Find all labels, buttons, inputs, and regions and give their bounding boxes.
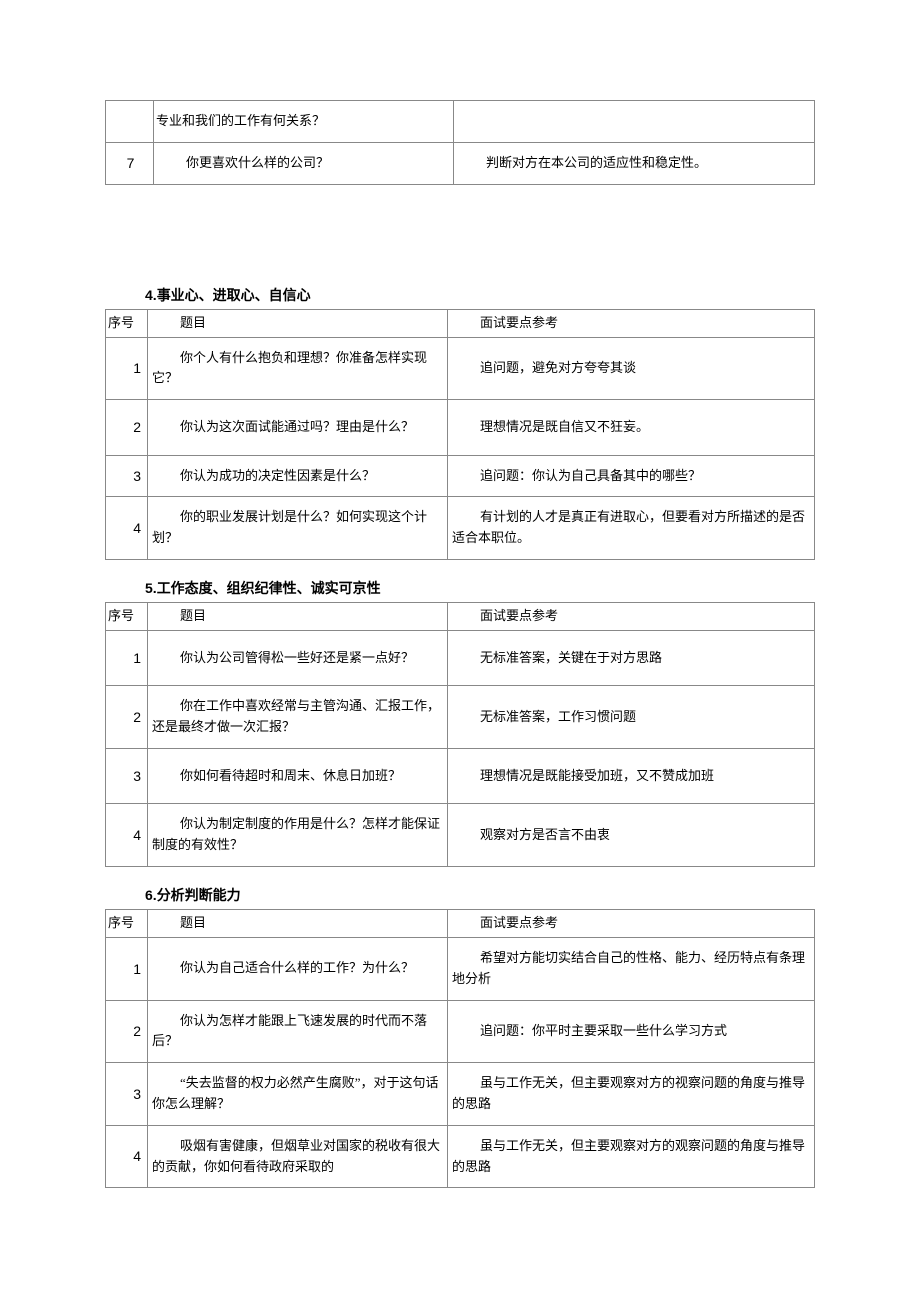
points-cell: 理想情况是既能接受加班，又不赞成加班 (448, 748, 815, 803)
points-cell: 希望对方能切实结合自己的性格、能力、经历特点有条理地分析 (448, 937, 815, 1000)
table-row: 2 你认为这次面试能通过吗？理由是什么？ 理想情况是既自信又不狂妄。 (106, 400, 815, 455)
question-cell: 专业和我们的工作有何关系？ (154, 101, 454, 143)
header-question: 题目 (148, 602, 448, 630)
row-number: 4 (106, 1125, 148, 1188)
question-cell: 你认为自己适合什么样的工作？为什么？ (148, 937, 448, 1000)
row-number: 3 (106, 455, 148, 497)
header-points: 面试要点参考 (448, 909, 815, 937)
question-cell: 你认为制定制度的作用是什么？怎样才能保证制度的有效性？ (148, 804, 448, 867)
table-row: 2 你认为怎样才能跟上飞速发展的时代而不落后？ 追问题：你平时主要采取一些什么学… (106, 1000, 815, 1063)
interview-table-5: 序号 题目 面试要点参考 1 你认为公司管得松一些好还是紧一点好？ 无标准答案，… (105, 602, 815, 867)
section-num: 5. (145, 580, 157, 596)
table-row: 2 你在工作中喜欢经常与主管沟通、汇报工作，还是最终才做一次汇报？ 无标准答案，… (106, 686, 815, 749)
interview-table-fragment: 专业和我们的工作有何关系？ 7 你更喜欢什么样的公司？ 判断对方在本公司的适应性… (105, 100, 815, 185)
section-title-6: 6.分析判断能力 (105, 885, 815, 905)
table-row: 7 你更喜欢什么样的公司？ 判断对方在本公司的适应性和稳定性。 (106, 142, 815, 184)
question-cell: 你认为成功的决定性因素是什么？ (148, 455, 448, 497)
points-cell: 追问题：你平时主要采取一些什么学习方式 (448, 1000, 815, 1063)
points-cell: 观察对方是否言不由衷 (448, 804, 815, 867)
table-header-row: 序号 题目 面试要点参考 (106, 909, 815, 937)
row-number (106, 101, 154, 143)
points-cell: 无标准答案，工作习惯问题 (448, 686, 815, 749)
points-cell: 有计划的人才是真正有进取心，但要看对方所描述的是否适合本职位。 (448, 497, 815, 560)
table-row: 4 吸烟有害健康，但烟草业对国家的税收有很大的贡献，你如何看待政府采取的 虽与工… (106, 1125, 815, 1188)
points-cell: 判断对方在本公司的适应性和稳定性。 (454, 142, 815, 184)
section-num: 4. (145, 287, 157, 303)
question-cell: 你在工作中喜欢经常与主管沟通、汇报工作，还是最终才做一次汇报？ (148, 686, 448, 749)
table-row: 1 你认为自己适合什么样的工作？为什么？ 希望对方能切实结合自己的性格、能力、经… (106, 937, 815, 1000)
row-number: 1 (106, 630, 148, 685)
interview-table-4: 序号 题目 面试要点参考 1 你个人有什么抱负和理想？你准备怎样实现它？ 追问题… (105, 309, 815, 560)
table-header-row: 序号 题目 面试要点参考 (106, 602, 815, 630)
question-cell: 你更喜欢什么样的公司？ (154, 142, 454, 184)
header-points: 面试要点参考 (448, 309, 815, 337)
table-row: 1 你认为公司管得松一些好还是紧一点好？ 无标准答案，关键在于对方思路 (106, 630, 815, 685)
question-cell: 吸烟有害健康，但烟草业对国家的税收有很大的贡献，你如何看待政府采取的 (148, 1125, 448, 1188)
question-cell: 你认为怎样才能跟上飞速发展的时代而不落后？ (148, 1000, 448, 1063)
table-header-row: 序号 题目 面试要点参考 (106, 309, 815, 337)
row-number: 4 (106, 804, 148, 867)
row-number: 4 (106, 497, 148, 560)
table-row: 专业和我们的工作有何关系？ (106, 101, 815, 143)
question-cell: 你认为公司管得松一些好还是紧一点好？ (148, 630, 448, 685)
section-title-5: 5.工作态度、组织纪律性、诚实可京性 (105, 578, 815, 598)
points-cell: 虽与工作无关，但主要观察对方的视察问题的角度与推导的思路 (448, 1063, 815, 1126)
question-cell: 你如何看待超时和周末、休息日加班？ (148, 748, 448, 803)
question-cell: 你的职业发展计划是什么？如何实现这个计划？ (148, 497, 448, 560)
row-number: 1 (106, 937, 148, 1000)
section-name: 分析判断能力 (157, 887, 241, 903)
row-number: 2 (106, 686, 148, 749)
points-cell: 理想情况是既自信又不狂妄。 (448, 400, 815, 455)
question-cell: “失去监督的权力必然产生腐败”，对于这句话你怎么理解？ (148, 1063, 448, 1126)
section-name: 工作态度、组织纪律性、诚实可京性 (157, 580, 381, 596)
table-row: 3 你如何看待超时和周末、休息日加班？ 理想情况是既能接受加班，又不赞成加班 (106, 748, 815, 803)
table-row: 3 你认为成功的决定性因素是什么？ 追问题：你认为自己具备其中的哪些？ (106, 455, 815, 497)
section-name: 事业心、进取心、自信心 (157, 287, 311, 303)
header-question: 题目 (148, 909, 448, 937)
interview-table-6: 序号 题目 面试要点参考 1 你认为自己适合什么样的工作？为什么？ 希望对方能切… (105, 909, 815, 1188)
header-num: 序号 (106, 602, 148, 630)
section-num: 6. (145, 887, 157, 903)
header-question: 题目 (148, 309, 448, 337)
row-number: 7 (106, 142, 154, 184)
points-cell: 无标准答案，关键在于对方思路 (448, 630, 815, 685)
table-row: 3 “失去监督的权力必然产生腐败”，对于这句话你怎么理解？ 虽与工作无关，但主要… (106, 1063, 815, 1126)
header-points: 面试要点参考 (448, 602, 815, 630)
section-title-4: 4.事业心、进取心、自信心 (105, 285, 815, 305)
row-number: 3 (106, 748, 148, 803)
question-cell: 你个人有什么抱负和理想？你准备怎样实现它？ (148, 337, 448, 400)
points-cell: 追问题：你认为自己具备其中的哪些？ (448, 455, 815, 497)
row-number: 2 (106, 1000, 148, 1063)
header-num: 序号 (106, 309, 148, 337)
table-row: 4 你认为制定制度的作用是什么？怎样才能保证制度的有效性？ 观察对方是否言不由衷 (106, 804, 815, 867)
points-cell: 虽与工作无关，但主要观察对方的观察问题的角度与推导的思路 (448, 1125, 815, 1188)
table-row: 1 你个人有什么抱负和理想？你准备怎样实现它？ 追问题，避免对方夸夸其谈 (106, 337, 815, 400)
points-cell: 追问题，避免对方夸夸其谈 (448, 337, 815, 400)
header-num: 序号 (106, 909, 148, 937)
points-cell (454, 101, 815, 143)
table-row: 4 你的职业发展计划是什么？如何实现这个计划？ 有计划的人才是真正有进取心，但要… (106, 497, 815, 560)
row-number: 1 (106, 337, 148, 400)
row-number: 3 (106, 1063, 148, 1126)
row-number: 2 (106, 400, 148, 455)
question-cell: 你认为这次面试能通过吗？理由是什么？ (148, 400, 448, 455)
